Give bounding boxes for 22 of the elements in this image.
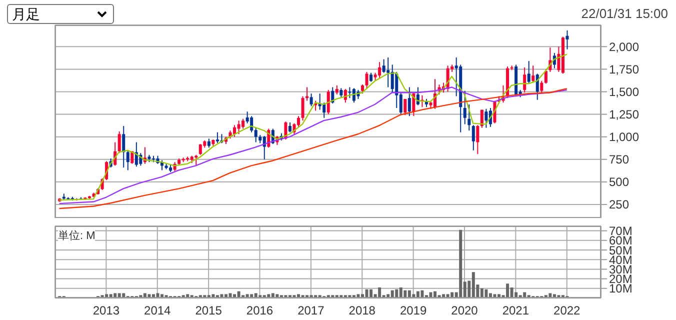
x-tick-label: 2013 [92,304,120,318]
y-tick-label: 1,000 [609,130,640,144]
x-tick-label: 2015 [195,304,222,318]
x-tick-label: 2016 [246,304,274,318]
x-tick-label: 2018 [348,304,376,318]
x-tick-label: 2017 [298,304,325,318]
y-tick-label: 1,250 [609,108,640,122]
y-tick-label: 2,000 [609,40,640,54]
y-tick-label: 500 [609,175,630,190]
x-tick-label: 2014 [144,304,172,318]
y-tick-label: 10M [609,282,632,296]
y-tick-label: 750 [609,152,630,167]
text: 月足 [12,6,40,22]
y-tick-label: 250 [609,198,630,212]
y-tick-label: 1,750 [609,62,640,76]
x-tick-label: 2020 [451,304,478,318]
x-tick-label: 2021 [502,304,530,318]
text: 22/01/31 15:00 [581,6,668,21]
x-tick-label: 2019 [400,304,427,318]
y-tick-label: 1,500 [609,85,640,99]
x-tick-label: 2022 [554,304,581,318]
annotation: 単位: M [58,228,96,243]
